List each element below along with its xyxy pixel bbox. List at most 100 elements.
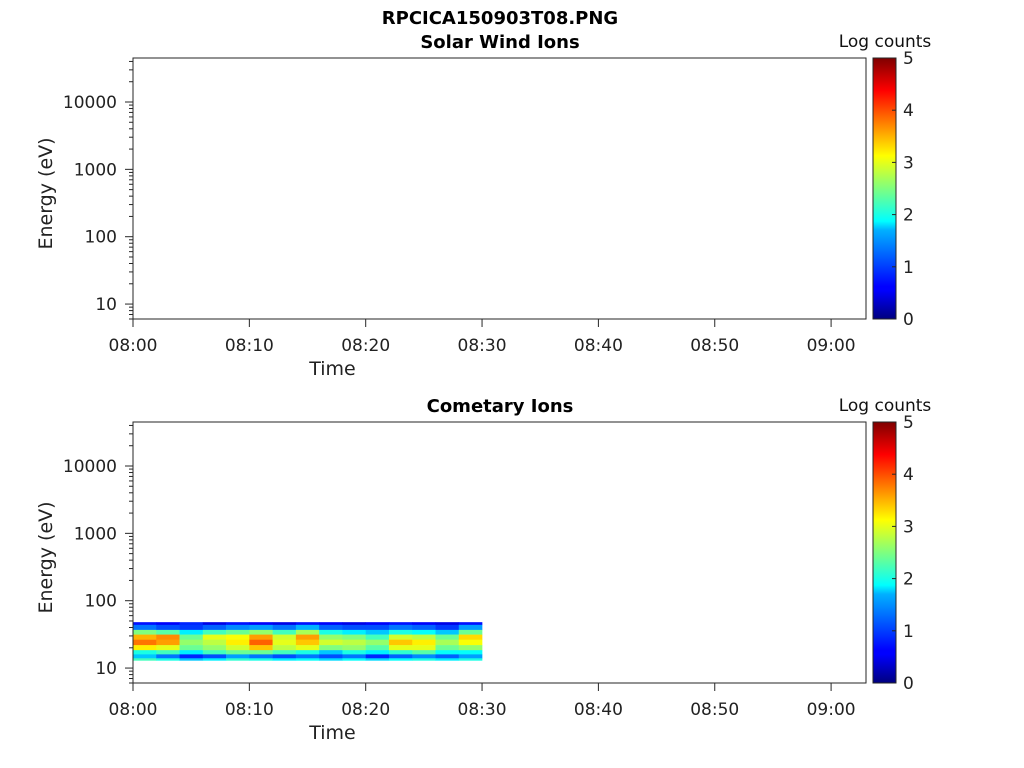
heatmap-cell — [272, 650, 297, 655]
heatmap-cell — [458, 624, 483, 631]
heatmap-cell — [412, 639, 436, 646]
x-tick-label: 08:00 — [109, 336, 158, 356]
heatmap-cell — [295, 629, 320, 635]
heatmap-cell — [365, 622, 390, 626]
heatmap-cell — [202, 622, 227, 626]
heatmap-cell — [226, 624, 250, 631]
heatmap-cell — [295, 634, 320, 640]
colorbar-label: Log counts — [839, 32, 932, 52]
heatmap-cell — [226, 629, 250, 635]
heatmap-cell — [202, 654, 227, 659]
heatmap-cell — [388, 658, 413, 661]
x-tick-label: 08:20 — [341, 336, 390, 356]
heatmap-cell — [412, 624, 436, 631]
heatmap-cell — [435, 654, 460, 659]
y-tick-label: 10000 — [63, 93, 117, 113]
heatmap-cell — [133, 645, 157, 651]
heatmap-cell — [202, 650, 227, 655]
heatmap-cell — [458, 622, 483, 626]
heatmap-cell — [458, 654, 483, 659]
colorbar-tick-label: 5 — [903, 413, 914, 433]
heatmap-cell — [179, 629, 204, 635]
heatmap-cell — [202, 634, 227, 640]
heatmap-cell — [133, 624, 157, 631]
heatmap-cell — [435, 624, 460, 631]
heatmap-cell — [249, 622, 273, 626]
heatmap-cell — [458, 639, 483, 646]
heatmap-cell — [133, 634, 157, 640]
heatmap-cell — [388, 654, 413, 659]
heatmap-cell — [365, 658, 390, 661]
heatmap-cell — [133, 639, 157, 646]
heatmap-cell — [342, 622, 366, 626]
heatmap-cell — [319, 629, 343, 635]
x-tick-label: 08:30 — [458, 336, 507, 356]
colorbar-tick-label: 3 — [903, 153, 914, 173]
heatmap-cell — [388, 629, 413, 635]
colorbar-tick-label: 4 — [903, 465, 914, 485]
heatmap-cell — [342, 629, 366, 635]
colorbar-tick-label: 2 — [903, 570, 914, 590]
heatmap-cell — [179, 645, 204, 651]
heatmap-cell — [435, 645, 460, 651]
heatmap-cell — [365, 645, 390, 651]
heatmap-cell — [319, 624, 343, 631]
heatmap-cell — [249, 639, 273, 646]
heatmap-cells — [133, 622, 483, 661]
heatmap-cell — [272, 658, 297, 661]
heatmap-cell — [365, 639, 390, 646]
colorbar-tick-label: 2 — [903, 206, 914, 226]
colorbar-tick-label: 3 — [903, 517, 914, 537]
heatmap-cell — [202, 624, 227, 631]
y-axis-label: Energy (eV) — [35, 501, 57, 613]
heatmap-cell — [226, 654, 250, 659]
heatmap-cell — [249, 654, 273, 659]
heatmap-cell — [342, 658, 366, 661]
x-tick-label: 08:40 — [574, 700, 623, 720]
heatmap-cell — [249, 629, 273, 635]
colorbar-tick-label: 0 — [903, 674, 914, 694]
x-tick-label: 08:10 — [225, 336, 274, 356]
heatmap-cell — [179, 622, 204, 626]
heatmap-cell — [319, 639, 343, 646]
heatmap-cell — [319, 634, 343, 640]
colorbar-label: Log counts — [839, 396, 932, 416]
panel-title: Solar Wind Ions — [420, 32, 579, 53]
heatmap-cell — [156, 622, 180, 626]
heatmap-cell — [249, 634, 273, 640]
colorbar-tick-label: 5 — [903, 49, 914, 69]
heatmap-cell — [202, 629, 227, 635]
heatmap-cell — [458, 645, 483, 651]
x-tick-label: 08:50 — [690, 700, 739, 720]
heatmap-cell — [226, 645, 250, 651]
heatmap-cell — [295, 650, 320, 655]
heatmap-cell — [435, 622, 460, 626]
heatmap-cell — [342, 634, 366, 640]
x-tick-label: 08:00 — [109, 700, 158, 720]
heatmap-cell — [133, 650, 157, 655]
heatmap-cell — [295, 654, 320, 659]
heatmap-cell — [226, 658, 250, 661]
x-tick-label: 09:00 — [807, 700, 856, 720]
heatmap-cell — [342, 654, 366, 659]
x-tick-label: 08:50 — [690, 336, 739, 356]
heatmap-cell — [295, 624, 320, 631]
heatmap-cell — [156, 654, 180, 659]
colorbar-tick-label: 1 — [903, 258, 914, 278]
heatmap-cell — [388, 645, 413, 651]
heatmap-cell — [412, 622, 436, 626]
heatmap-cell — [179, 634, 204, 640]
heatmap-cell — [156, 650, 180, 655]
heatmap-cell — [295, 658, 320, 661]
heatmap-cell — [365, 654, 390, 659]
heatmap-cell — [295, 639, 320, 646]
heatmap-cell — [156, 624, 180, 631]
heatmap-cell — [365, 650, 390, 655]
heatmap-cell — [388, 624, 413, 631]
heatmap-cell — [365, 634, 390, 640]
heatmap-cell — [412, 658, 436, 661]
heatmap-cell — [226, 650, 250, 655]
heatmap-cell — [319, 645, 343, 651]
heatmap-cell — [458, 650, 483, 655]
